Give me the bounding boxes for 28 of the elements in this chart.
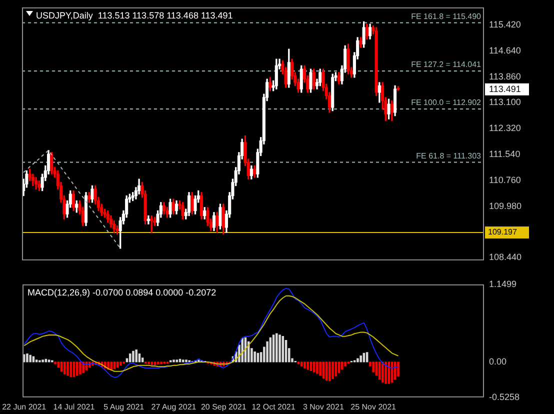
x-tick-label: 12 Oct 2021 xyxy=(252,402,296,412)
x-tick-label: 14 Jul 2021 xyxy=(53,402,96,412)
y-tick-label: -0.5258 xyxy=(489,392,520,402)
x-tick-label: 25 Nov 2021 xyxy=(350,402,397,412)
x-tick-label: 3 Nov 2021 xyxy=(302,402,344,412)
y-tick-label: 112.320 xyxy=(489,122,521,133)
ref-line-label: FE 100.0 = 112.902 xyxy=(411,98,482,108)
x-tick-label: 5 Aug 2021 xyxy=(104,402,145,412)
y-tick-label: 1.1499 xyxy=(489,278,517,289)
chart-title: MACD(12,26,9) -0.0700 0.0894 0.0000 -0.2072 xyxy=(28,287,216,298)
y-tick-label: 109.980 xyxy=(489,200,522,211)
y-tick-label: 111.540 xyxy=(489,148,520,159)
chart-title: USDJPY,Daily 113.513 113.578 113.468 113.491 xyxy=(36,10,233,20)
x-tick-label: 22 Jun 2021 xyxy=(2,402,47,412)
y-tick-label: 0.00 xyxy=(489,356,507,366)
ref-line-label: 109.197 xyxy=(488,228,518,237)
y-tick-label: 108.440 xyxy=(489,252,522,262)
y-tick-label: 113.100 xyxy=(489,96,521,107)
y-tick-label: 115.420 xyxy=(489,20,521,30)
ref-line-label: FE 161.8 = 115.490 xyxy=(411,12,482,21)
y-tick-label: 113.491 xyxy=(489,84,521,94)
ref-line-label: FE 61.8 = 111.303 xyxy=(416,152,482,161)
y-tick-label: 114.640 xyxy=(489,46,521,56)
x-tick-label: 27 Aug 2021 xyxy=(151,402,197,412)
x-tick-label: 20 Sep 2021 xyxy=(200,402,247,412)
y-tick-label: 110.760 xyxy=(489,174,521,185)
ref-line-label: FE 127.2 = 114.041 xyxy=(411,60,482,70)
y-tick-label: 113.860 xyxy=(489,72,521,82)
